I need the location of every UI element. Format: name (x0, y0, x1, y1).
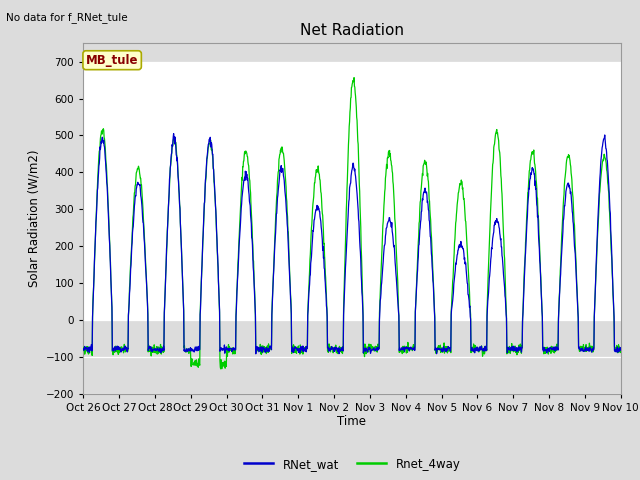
Rnet_4way (617, 348, 625, 354)
RNet_wat (506, 345, 514, 350)
RNet_wat (617, 347, 625, 353)
Rnet_4way (554, 346, 561, 351)
Rnet_4way (79, 345, 87, 351)
Line: Rnet_4way: Rnet_4way (83, 78, 621, 369)
RNet_wat (79, 347, 87, 352)
Bar (83, 135, 621, 172)
Rnet_4way (350, 75, 358, 81)
Title: Net Radiation: Net Radiation (300, 23, 404, 38)
Rnet_4way (506, 350, 514, 356)
X-axis label: Time: Time (337, 415, 367, 429)
RNet_wat (436, 347, 444, 352)
RNet_wat (186, 348, 194, 354)
Y-axis label: Solar Radiation (W/m2): Solar Radiation (W/m2) (28, 150, 40, 287)
Legend: RNet_wat, Rnet_4way: RNet_wat, Rnet_4way (239, 453, 465, 475)
RNet_wat (170, 131, 177, 136)
Bar (83, 320, 621, 357)
RNet_wat (554, 345, 561, 351)
Bar (83, 357, 621, 394)
Bar (83, 172, 621, 209)
Rnet_4way (436, 346, 444, 352)
Bar (83, 61, 621, 98)
Bar (83, 283, 621, 320)
RNet_wat (260, 345, 268, 350)
Rnet_4way (259, 343, 267, 349)
Rnet_4way (217, 366, 225, 372)
Rnet_4way (186, 347, 193, 352)
Text: No data for f_RNet_tule: No data for f_RNet_tule (6, 12, 128, 23)
Bar (83, 246, 621, 283)
Bar (83, 209, 621, 246)
Bar (83, 98, 621, 135)
Line: RNet_wat: RNet_wat (83, 133, 621, 354)
Text: MB_tule: MB_tule (86, 54, 138, 67)
RNet_wat (199, 232, 207, 238)
Rnet_4way (199, 243, 207, 249)
RNet_wat (252, 351, 260, 357)
